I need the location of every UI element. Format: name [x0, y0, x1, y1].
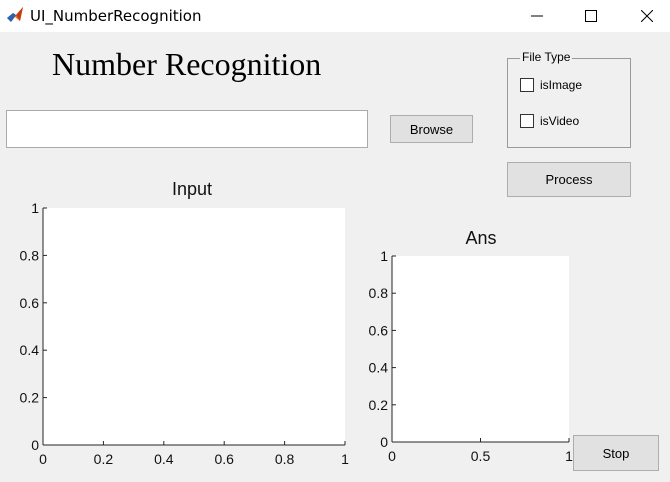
input-x-tick-label: 0.6: [214, 451, 234, 467]
is-image-label: isImage: [540, 78, 583, 92]
ans-y-tick-label: 0.4: [369, 360, 389, 376]
minimize-icon: [531, 15, 543, 17]
is-video-checkbox[interactable]: [520, 114, 534, 128]
input-x-tick-label: 1: [341, 451, 349, 467]
page-title: Number Recognition: [52, 46, 322, 82]
process-button[interactable]: Process: [507, 162, 631, 197]
input-x-tick-label: 0.4: [154, 451, 174, 467]
minimize-button[interactable]: [514, 0, 560, 32]
ans-x-tick-label: 1: [565, 448, 573, 464]
input-y-tick-label: 0.6: [20, 295, 40, 311]
ans-axes: 0 0.5 1 0 0.2 0.4 0.6 0.8 1: [369, 248, 574, 464]
input-y-tick-label: 0.8: [20, 247, 40, 263]
ans-y-tick-label: 0.2: [369, 397, 389, 413]
maximize-icon: [585, 10, 597, 22]
input-y-tick-label: 0.4: [20, 342, 40, 358]
ans-plot-area: [392, 256, 569, 442]
maximize-button[interactable]: [568, 0, 614, 32]
input-axes-title: Input: [171, 179, 213, 199]
browse-button[interactable]: Browse: [390, 115, 473, 143]
ans-y-tick-label: 0: [380, 434, 388, 450]
close-button[interactable]: [624, 0, 670, 32]
is-video-option[interactable]: isVideo: [520, 114, 579, 128]
ans-x-tick-label: 0: [388, 448, 396, 464]
is-image-option[interactable]: isImage: [520, 78, 582, 92]
input-x-tick-label: 0: [39, 451, 47, 467]
is-image-checkbox[interactable]: [520, 78, 534, 92]
ans-y-tick-label: 0.6: [369, 322, 389, 338]
ans-axes-title: Ans: [465, 228, 497, 248]
input-y-tick-label: 0.2: [20, 390, 40, 406]
input-axes: 0 0.2 0.4 0.6 0.8 1 0 0.2 0.4 0.6 0.8 1: [20, 200, 350, 467]
ans-x-tick-label: 0.5: [471, 448, 491, 464]
title-bar: UI_NumberRecognition: [0, 0, 670, 32]
ans-y-tick-label: 0.8: [369, 285, 389, 301]
close-icon: [641, 10, 653, 22]
matlab-logo-icon: [6, 6, 24, 24]
ans-y-tick-label: 1: [380, 248, 388, 264]
input-y-tick-label: 1: [31, 200, 39, 216]
input-x-tick-label: 0.2: [94, 451, 114, 467]
input-x-tick-label: 0.8: [275, 451, 295, 467]
window-title: UI_NumberRecognition: [30, 7, 202, 25]
file-path-input[interactable]: [6, 110, 368, 148]
input-plot-area: [43, 208, 345, 445]
file-type-legend: File Type: [520, 50, 573, 64]
is-video-label: isVideo: [540, 114, 580, 128]
input-y-tick-label: 0: [31, 437, 39, 453]
stop-button[interactable]: Stop: [573, 435, 659, 471]
